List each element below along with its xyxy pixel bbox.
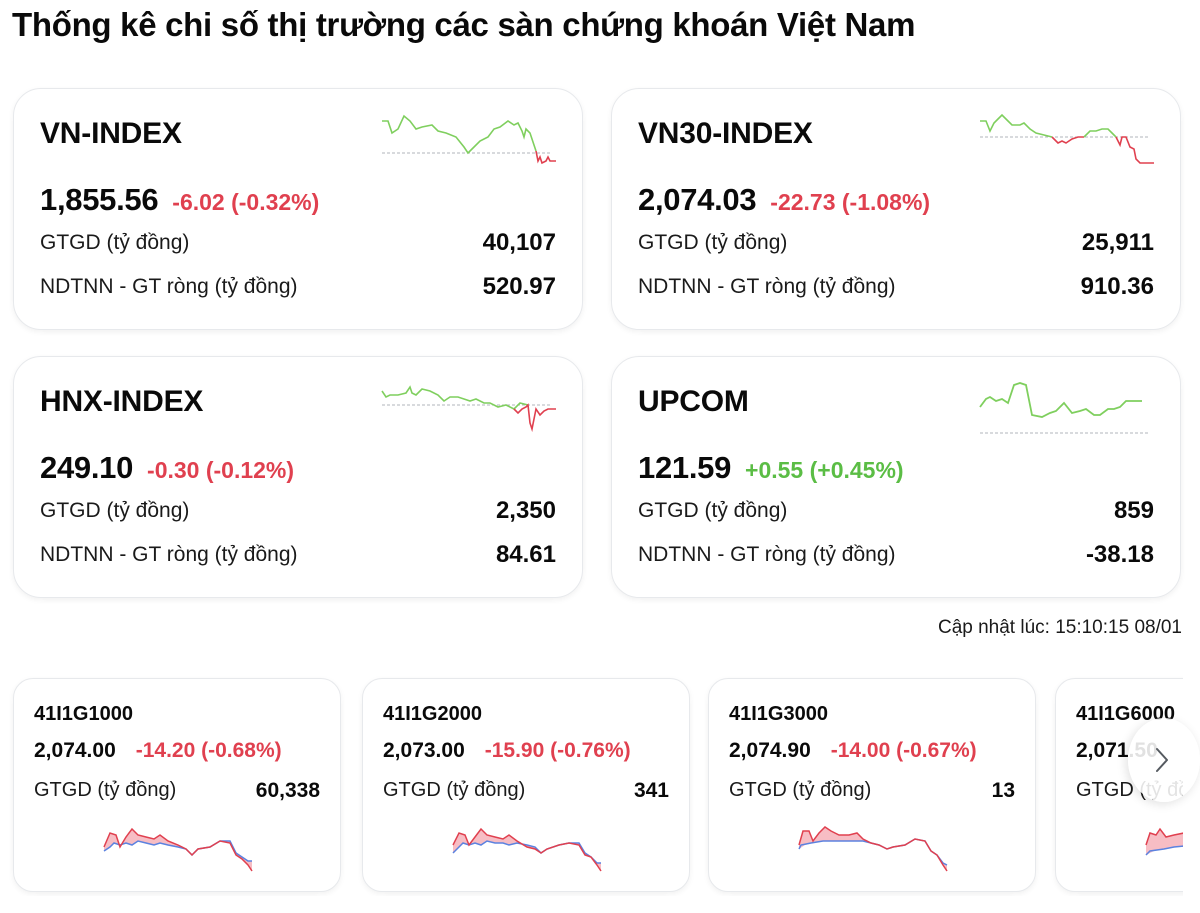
futures-card[interactable]: 41I1G3000 2,074.90 -14.00 (-0.67%) GTGD …: [708, 678, 1036, 892]
gtgd-label: GTGD (tỷ đồng): [40, 499, 190, 522]
futures-change: -14.00 (-0.67%): [830, 739, 977, 762]
futures-change: -14.20 (-0.68%): [135, 739, 282, 762]
index-price: 249.10: [40, 450, 134, 485]
gtgd-label: GTGD (tỷ đồng): [34, 779, 177, 801]
index-card-upcom[interactable]: UPCOM 121.59 +0.55 (+0.45%) GTGD (tỷ đồn…: [611, 356, 1181, 598]
futures-price: 2,074.90: [729, 739, 811, 762]
futures-card[interactable]: 41I1G1000 2,074.00 -14.20 (-0.68%) GTGD …: [13, 678, 341, 892]
gtgd-value: 60,338: [255, 779, 320, 802]
index-change: +0.55 (+0.45%): [745, 457, 904, 483]
sparkline-chart: [382, 114, 556, 165]
index-price: 121.59: [638, 450, 732, 485]
index-change: -22.73 (-1.08%): [770, 189, 931, 215]
futures-card[interactable]: 41I1G2000 2,073.00 -15.90 (-0.76%) GTGD …: [362, 678, 690, 892]
gtgd-label: GTGD (tỷ đồng): [638, 499, 788, 522]
ndtnn-value: 520.97: [482, 273, 556, 300]
gtgd-value: 40,107: [482, 229, 556, 256]
index-card-vnindex[interactable]: VN-INDEX 1,855.56 -6.02 (-0.32%) GTGD (t…: [13, 88, 583, 330]
futures-code: 41I1G3000: [729, 703, 828, 725]
index-name: VN-INDEX: [40, 117, 182, 150]
sparkline-chart: [980, 113, 1154, 164]
futures-code: 41I1G2000: [383, 703, 482, 725]
ndtnn-value: 910.36: [1080, 273, 1154, 300]
sparkline-chart: [381, 385, 556, 433]
sparkline-chart: [979, 382, 1150, 434]
gtgd-label: GTGD (tỷ đồng): [40, 231, 190, 254]
gtgd-label: GTGD (tỷ đồng): [383, 779, 526, 801]
ndtnn-label: NDTNN - GT ròng (tỷ đồng): [40, 275, 298, 298]
index-name: HNX-INDEX: [40, 385, 204, 418]
index-name: UPCOM: [638, 385, 749, 418]
ndtnn-value: -38.18: [1085, 541, 1154, 568]
index-price: 2,074.03: [638, 182, 757, 217]
index-card-vn30[interactable]: VN30-INDEX 2,074.03 -22.73 (-1.08%) GTGD…: [611, 88, 1181, 330]
futures-code: 41I1G6000: [1076, 703, 1175, 725]
basis-chart: [798, 826, 948, 872]
index-price: 1,855.56: [40, 182, 159, 217]
index-change: -0.30 (-0.12%): [147, 457, 295, 483]
ndtnn-label: NDTNN - GT ròng (tỷ đồng): [638, 275, 896, 298]
gtgd-value: 13: [991, 779, 1015, 802]
basis-chart: [103, 827, 253, 872]
index-name: VN30-INDEX: [638, 117, 813, 150]
basis-chart: [1145, 827, 1183, 856]
gtgd-value: 859: [1113, 497, 1154, 524]
chevron-right-icon: [1156, 748, 1168, 772]
last-updated: Cập nhật lúc: 15:10:15 08/01: [937, 617, 1182, 638]
futures-price: 2,073.00: [383, 739, 465, 762]
futures-carousel[interactable]: 41I1G1000 2,074.00 -14.20 (-0.68%) GTGD …: [0, 676, 1183, 896]
carousel-next-button[interactable]: [1128, 718, 1200, 802]
index-change: -6.02 (-0.32%): [172, 189, 320, 215]
gtgd-label: GTGD (tỷ đồng): [638, 231, 788, 254]
futures-price: 2,074.00: [34, 739, 116, 762]
gtgd-label: GTGD (tỷ đồng): [729, 779, 872, 801]
ndtnn-value: 84.61: [495, 541, 556, 568]
page-title: Thống kê chi số thị trường các sàn chứng…: [12, 6, 916, 43]
ndtnn-label: NDTNN - GT ròng (tỷ đồng): [638, 543, 896, 566]
gtgd-value: 25,911: [1081, 229, 1154, 256]
gtgd-value: 2,350: [495, 497, 556, 524]
futures-change: -15.90 (-0.76%): [484, 739, 631, 762]
index-card-hnx[interactable]: HNX-INDEX 249.10 -0.30 (-0.12%) GTGD (tỷ…: [13, 356, 583, 598]
ndtnn-label: NDTNN - GT ròng (tỷ đồng): [40, 543, 298, 566]
basis-chart: [452, 827, 602, 872]
gtgd-value: 341: [633, 779, 669, 802]
futures-code: 41I1G1000: [34, 703, 133, 725]
